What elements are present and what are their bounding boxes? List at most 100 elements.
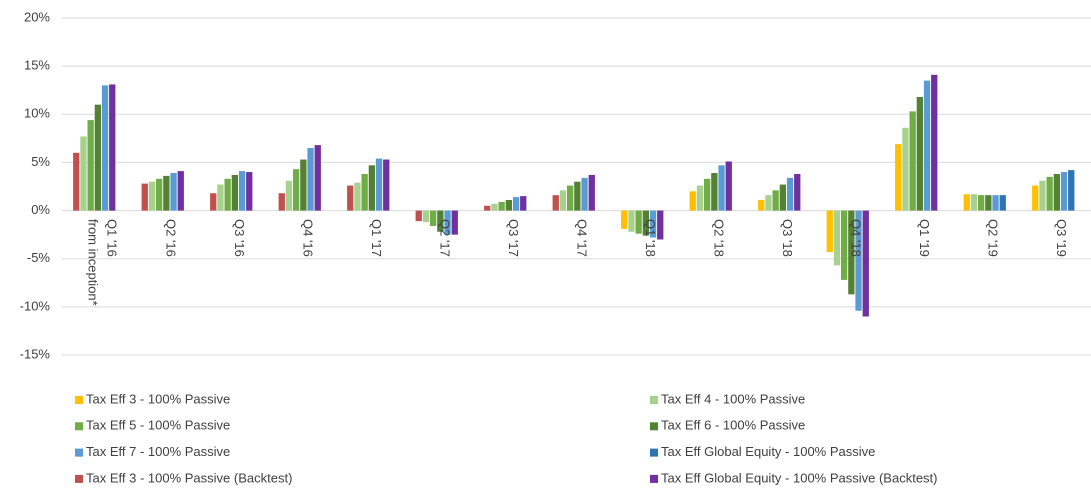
bar	[141, 183, 148, 211]
legend-swatch	[75, 474, 83, 483]
bar	[916, 96, 923, 211]
bar	[300, 159, 307, 211]
legend-label: Tax Eff 6 - 100% Passive	[661, 418, 805, 433]
legend-swatch	[650, 422, 658, 431]
x-tick-label: Q2 '16	[163, 218, 179, 257]
bar	[902, 127, 909, 211]
bar	[217, 184, 224, 211]
bar	[704, 178, 711, 211]
x-tick-label: Q3 '16	[231, 218, 247, 257]
bar	[657, 210, 664, 240]
x-tick-label: Q2 '18	[711, 218, 727, 257]
bar	[422, 210, 430, 223]
x-tick-label: Q3 '18	[779, 218, 795, 257]
bar	[484, 205, 491, 211]
x-tick-label: Q4 '17	[574, 218, 590, 257]
x-tick-label: Q1 '18	[642, 218, 658, 257]
x-tick-label: Q4 '18	[848, 218, 864, 257]
bar	[430, 210, 437, 226]
bar	[985, 195, 992, 211]
bar	[999, 195, 1006, 211]
bar	[293, 169, 300, 211]
bar	[758, 199, 765, 211]
x-tick-label: Q4 '16	[300, 218, 316, 257]
legend-label: Tax Eff 3 - 100% Passive (Backtest)	[86, 470, 292, 485]
bar	[1068, 170, 1075, 211]
bar	[170, 173, 177, 211]
bar	[765, 195, 772, 211]
legend-swatch	[75, 448, 83, 457]
y-tick-label: 15%	[24, 58, 50, 73]
bar	[970, 194, 978, 211]
x-tick-label: Q2 '17	[437, 218, 453, 257]
bar	[80, 136, 87, 211]
bar	[278, 193, 285, 211]
bar	[855, 210, 862, 311]
legend-swatch	[75, 396, 83, 404]
bar	[520, 196, 527, 211]
bar	[963, 194, 970, 211]
bar	[505, 199, 512, 211]
y-tick-label: 20%	[24, 9, 50, 24]
bar	[552, 195, 559, 211]
bar	[649, 210, 657, 238]
legend-swatch	[650, 396, 658, 404]
bar	[451, 210, 458, 235]
bar	[224, 178, 231, 211]
bar	[163, 175, 170, 211]
x-tick-label: Q1 '19	[916, 218, 932, 257]
bar	[94, 104, 101, 211]
bar	[833, 210, 841, 266]
bar	[696, 185, 704, 211]
bar	[931, 74, 938, 211]
bar	[210, 193, 217, 211]
y-tick-label: -5%	[27, 250, 51, 265]
legend-label: Tax Eff 3 - 100% Passive	[86, 391, 230, 406]
bar	[826, 210, 833, 252]
bar	[909, 111, 916, 211]
bar	[231, 174, 238, 211]
bar	[978, 195, 985, 211]
legend-swatch	[650, 448, 658, 457]
y-tick-label: 0%	[31, 202, 50, 217]
bar	[621, 210, 628, 229]
bar	[73, 152, 80, 211]
bar	[567, 185, 574, 211]
bar	[635, 210, 642, 234]
bar	[101, 85, 109, 211]
bar	[862, 210, 869, 317]
bar	[156, 178, 163, 211]
bar	[559, 190, 567, 211]
legend-label: Tax Eff 7 - 100% Passive	[86, 444, 230, 459]
bar	[444, 210, 451, 235]
bar	[786, 177, 794, 211]
bar	[689, 191, 696, 211]
bar	[574, 181, 581, 211]
legend-swatch	[75, 422, 83, 431]
bar	[437, 210, 444, 232]
bar	[314, 145, 321, 211]
x-tick-label: Q1 '16 from inception*	[85, 218, 120, 306]
bar	[1060, 172, 1068, 211]
y-tick-label: -10%	[20, 298, 51, 313]
bar	[361, 173, 368, 211]
x-tick-label: Q1 '17	[368, 218, 384, 257]
bar	[725, 161, 732, 211]
bar	[148, 181, 156, 211]
bar	[498, 201, 505, 211]
bar	[1046, 176, 1053, 211]
bar	[841, 210, 848, 280]
bar	[415, 210, 422, 222]
y-tick-label: 10%	[24, 106, 50, 121]
bar	[238, 171, 246, 211]
bar	[375, 158, 383, 211]
bar	[109, 84, 116, 211]
bar	[992, 195, 999, 211]
legend-swatch	[650, 474, 658, 483]
bar	[368, 165, 375, 211]
y-tick-label: 5%	[31, 154, 50, 169]
bar	[711, 173, 718, 211]
legend-label: Tax Eff Global Equity - 100% Passive	[661, 444, 875, 459]
x-tick-label: Q2 '19	[985, 218, 1001, 257]
